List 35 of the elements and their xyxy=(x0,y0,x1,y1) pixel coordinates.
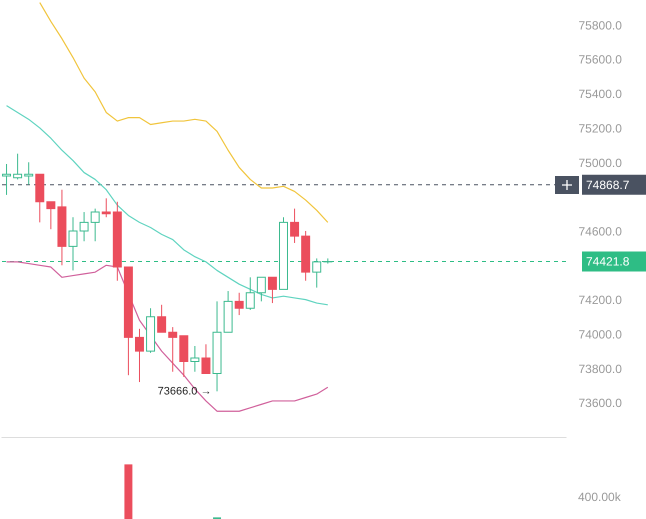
candlestick xyxy=(68,216,78,271)
candlestick xyxy=(312,258,322,288)
candlestick xyxy=(290,208,300,244)
candlestick xyxy=(201,344,210,374)
y-tick-label: 75600.0 xyxy=(578,52,622,67)
y-tick-label: 75000.0 xyxy=(578,156,622,170)
y-tick-label: 73800.0 xyxy=(578,362,622,376)
text: 400.00k xyxy=(578,490,622,504)
candlestick xyxy=(246,276,255,310)
ref-line-label: 74421.8 xyxy=(586,254,630,269)
candlestick xyxy=(80,212,89,242)
y-tick-label: 74200.0 xyxy=(578,293,622,308)
candlestick xyxy=(134,328,144,383)
candlestick xyxy=(24,162,34,186)
candlestick xyxy=(234,292,244,316)
candlestick xyxy=(46,201,56,230)
line-series xyxy=(39,2,328,223)
candlestick xyxy=(90,208,100,242)
annotation: 73666.0 → xyxy=(158,385,212,398)
y-tick-label: 75400.0 xyxy=(578,87,622,102)
y-tick-label: 75800.0 xyxy=(578,18,622,32)
candlestick xyxy=(256,276,266,302)
y-tick-label: 73600.0 xyxy=(578,396,622,410)
line-series xyxy=(6,105,328,306)
candlestick xyxy=(157,304,166,333)
y-tick-label: 74000.0 xyxy=(578,327,622,342)
line-series xyxy=(6,261,328,412)
candlestick xyxy=(268,276,277,304)
candlestick xyxy=(13,153,22,180)
y-tick-label: 74600.0 xyxy=(578,224,622,238)
candlestick xyxy=(190,345,200,372)
ref-line-label: 74868.7 xyxy=(586,178,630,192)
candlestick xyxy=(102,198,111,218)
candlestick xyxy=(168,326,178,372)
y-tick-label: 75200.0 xyxy=(578,121,622,136)
